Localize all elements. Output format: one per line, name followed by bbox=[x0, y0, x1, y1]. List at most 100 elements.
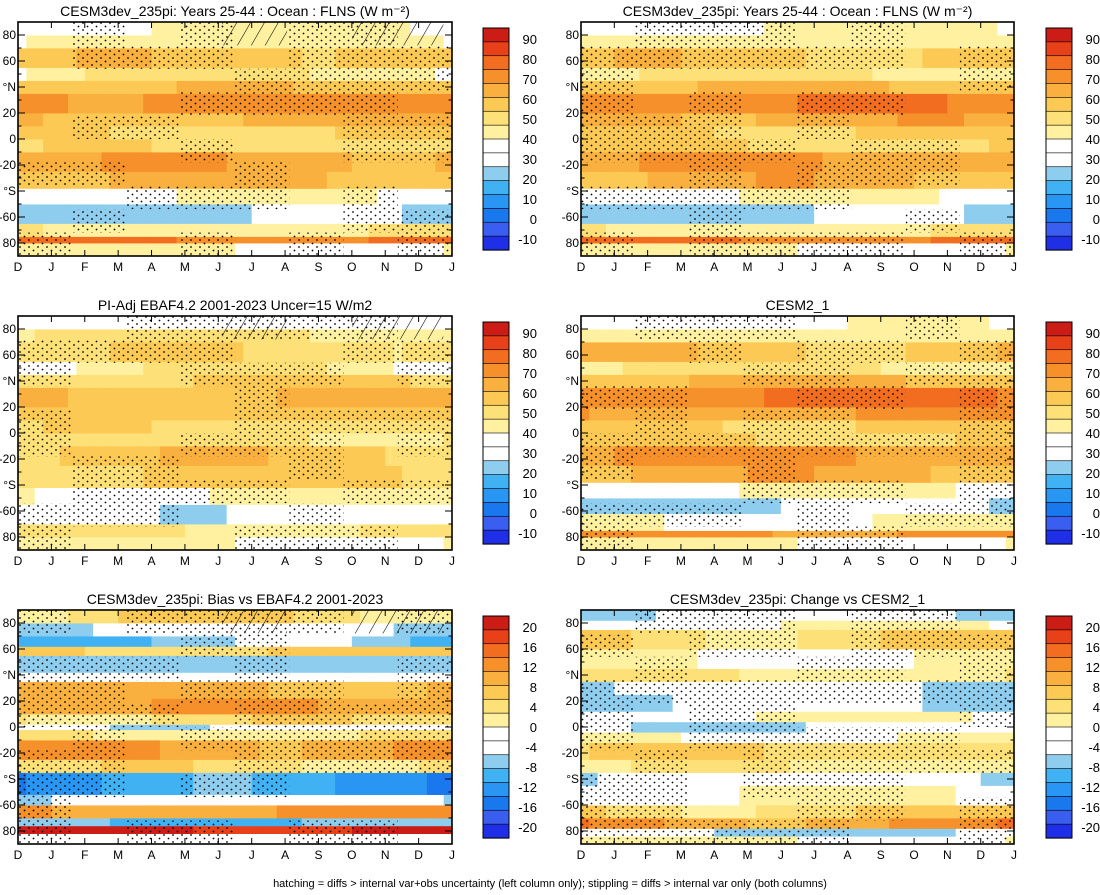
contour-cell bbox=[889, 329, 899, 343]
contour-cell bbox=[376, 243, 386, 257]
contour-cell bbox=[93, 833, 103, 845]
contour-cell bbox=[1005, 223, 1015, 237]
contour-cell bbox=[260, 152, 269, 172]
stipple-region bbox=[72, 45, 127, 69]
colorbar-swatch bbox=[1045, 349, 1073, 365]
colorbar-swatch bbox=[482, 152, 510, 168]
contour-cell bbox=[443, 825, 453, 834]
colorbar-swatch bbox=[482, 377, 510, 392]
contour-cell bbox=[226, 223, 236, 237]
x-tick-label: S bbox=[314, 260, 322, 274]
contour-cell bbox=[814, 329, 824, 343]
contour-cell bbox=[914, 407, 924, 421]
contour-cell bbox=[51, 316, 61, 330]
contour-cell bbox=[201, 465, 211, 488]
contour-cell bbox=[51, 487, 61, 505]
stipple-region bbox=[959, 68, 1014, 93]
contour-cell bbox=[385, 636, 395, 647]
contour-cell bbox=[43, 113, 52, 127]
y-tick-label: 80 bbox=[3, 530, 17, 544]
contour-cell bbox=[76, 188, 86, 205]
contour-cell bbox=[18, 139, 27, 153]
contour-cell bbox=[630, 361, 640, 375]
contour-cell bbox=[159, 93, 169, 114]
contour-cell bbox=[26, 729, 36, 741]
contour-cell bbox=[26, 126, 36, 140]
colorbar-swatch bbox=[1045, 97, 1073, 112]
contour-cell bbox=[418, 818, 428, 827]
contour-cell bbox=[18, 487, 27, 505]
contour-cell bbox=[980, 152, 990, 172]
colorbar-swatch bbox=[482, 194, 510, 209]
contour-cell bbox=[964, 126, 973, 140]
contour-cell bbox=[622, 361, 632, 375]
contour-cell bbox=[151, 794, 161, 806]
colorbar-label: 40 bbox=[523, 426, 537, 441]
contour-cell bbox=[209, 80, 219, 94]
stipple-region bbox=[689, 45, 744, 69]
contour-cell bbox=[143, 80, 153, 94]
contour-cell bbox=[301, 646, 311, 656]
contour-cell bbox=[351, 646, 361, 656]
contour-cell bbox=[955, 171, 965, 189]
contour-cell bbox=[730, 361, 740, 375]
contour-cell bbox=[184, 759, 194, 773]
contour-cell bbox=[18, 22, 27, 36]
contour-cell bbox=[443, 833, 453, 845]
contour-cell bbox=[201, 223, 211, 237]
contour-cell bbox=[930, 22, 940, 36]
contour-cell bbox=[126, 223, 136, 237]
contour-cell bbox=[285, 152, 295, 172]
contour-cell bbox=[118, 818, 128, 827]
contour-cell bbox=[43, 636, 52, 647]
contour-cell bbox=[847, 188, 857, 205]
contour-cell bbox=[947, 126, 957, 140]
contour-cell bbox=[697, 80, 707, 94]
contour-cell bbox=[605, 482, 615, 499]
y-tick-label: -20 bbox=[0, 452, 16, 466]
contour-cell bbox=[318, 152, 328, 172]
stipple-region bbox=[235, 433, 290, 457]
contour-cell bbox=[59, 636, 69, 647]
contour-cell bbox=[68, 646, 78, 656]
contour-cell bbox=[630, 67, 640, 81]
contour-cell bbox=[905, 537, 915, 551]
contour-cell bbox=[168, 537, 178, 551]
contour-cell bbox=[243, 833, 253, 845]
contour-cell bbox=[1005, 152, 1015, 172]
contour-cell bbox=[260, 126, 269, 140]
contour-cell bbox=[897, 513, 907, 531]
contour-cell bbox=[376, 446, 386, 466]
contour-cell bbox=[59, 48, 69, 68]
colorbar-swatch bbox=[1045, 335, 1073, 351]
contour-cell bbox=[647, 93, 657, 114]
colorbar-label: 40 bbox=[1086, 426, 1100, 441]
contour-cell bbox=[101, 433, 111, 447]
contour-cell bbox=[914, 530, 924, 538]
stipple-region bbox=[635, 139, 690, 163]
contour-cell bbox=[855, 513, 865, 531]
stipple-region bbox=[581, 92, 636, 116]
stipple-region bbox=[797, 45, 852, 69]
contour-cell bbox=[226, 698, 236, 715]
stipple-region bbox=[905, 433, 960, 457]
contour-cell bbox=[605, 223, 615, 237]
contour-cell bbox=[335, 655, 345, 673]
contour-cell bbox=[443, 35, 453, 49]
contour-cell bbox=[989, 329, 998, 343]
contour-cell bbox=[34, 465, 44, 488]
x-tick-label: J bbox=[215, 260, 221, 274]
stipple-region bbox=[905, 316, 960, 340]
hatching-layer bbox=[222, 316, 444, 340]
colorbar-label: 60 bbox=[523, 386, 537, 401]
contour-cell bbox=[260, 243, 269, 257]
x-tick-label: A bbox=[281, 554, 289, 568]
contour-cell bbox=[260, 833, 269, 845]
contour-cell bbox=[897, 407, 907, 421]
contour-cell bbox=[134, 35, 144, 49]
contour-cell bbox=[118, 433, 128, 447]
stipple-region bbox=[397, 232, 453, 256]
contour-cell bbox=[622, 342, 632, 362]
contour-cell bbox=[151, 772, 161, 795]
